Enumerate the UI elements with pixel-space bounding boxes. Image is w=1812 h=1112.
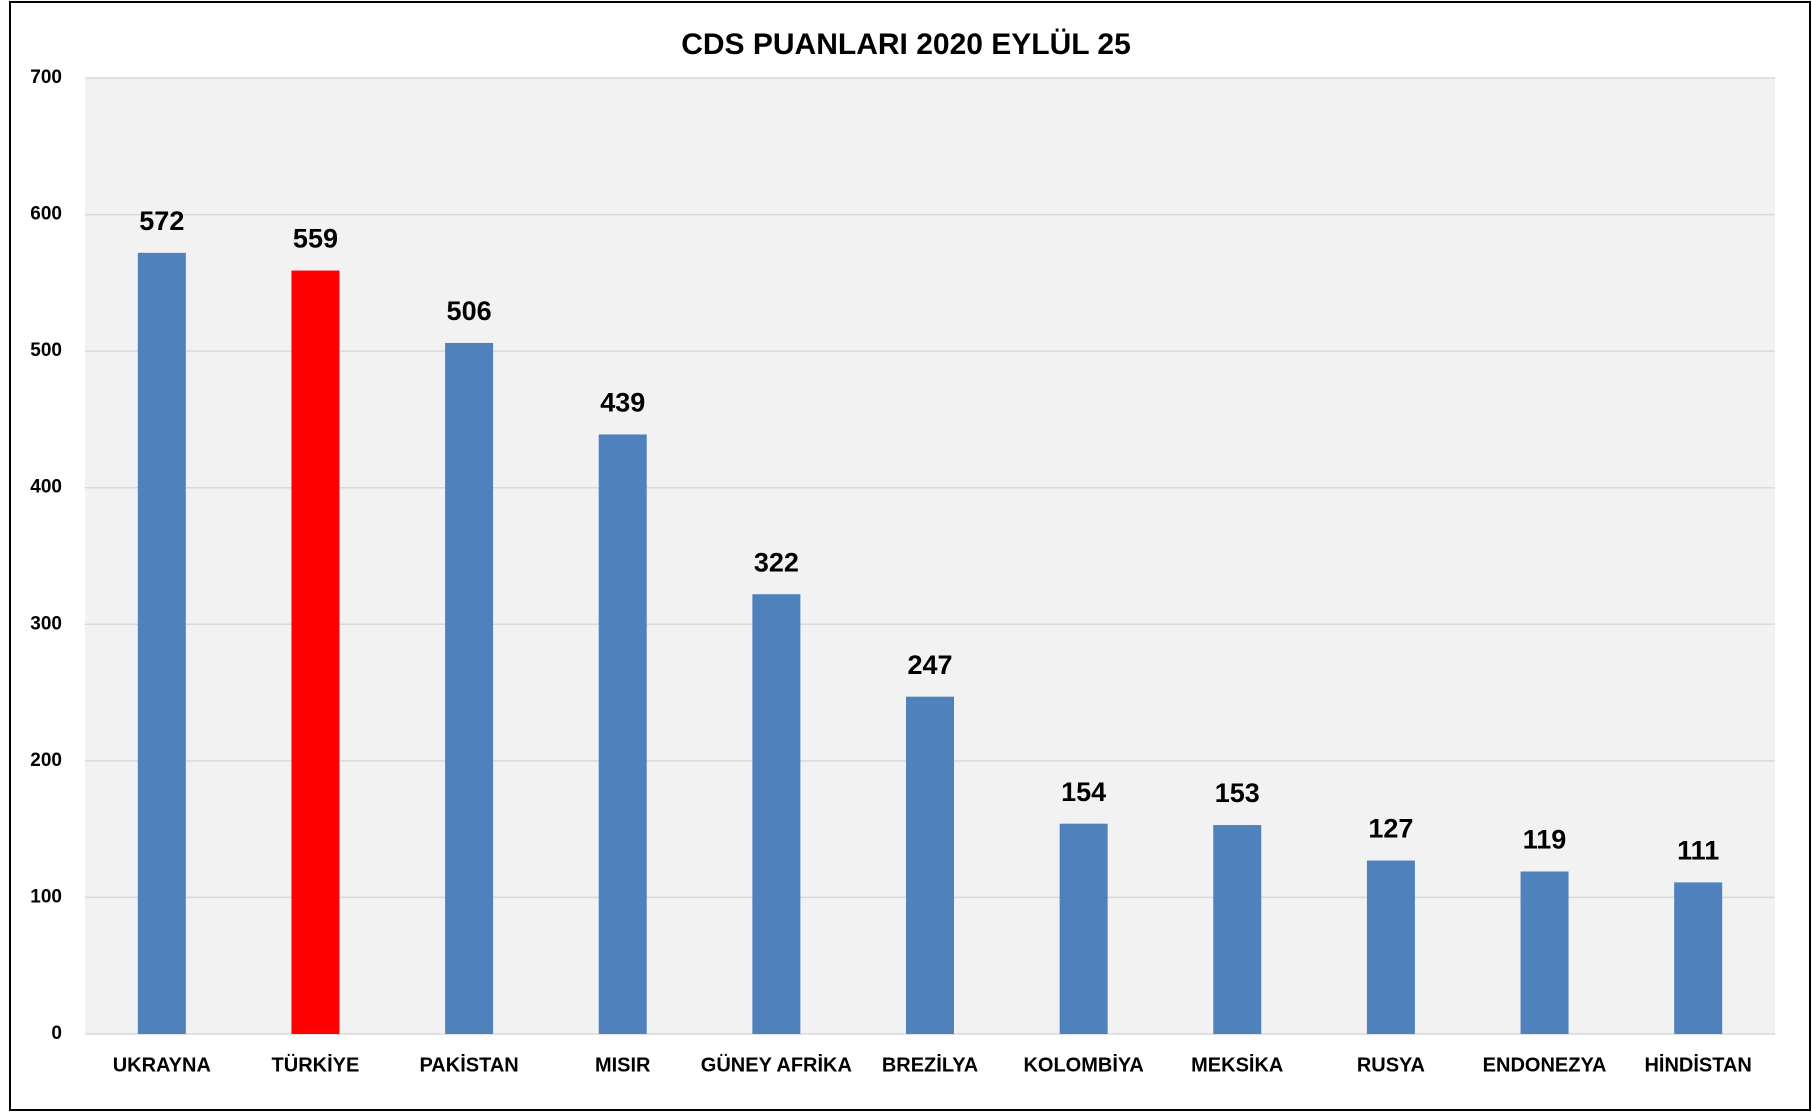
value-label: 154 <box>1061 777 1106 807</box>
chart-title: CDS PUANLARI 2020 EYLÜL 25 <box>681 28 1131 61</box>
bar <box>906 696 954 1034</box>
x-tick-label: KOLOMBİYA <box>1023 1053 1143 1076</box>
value-label: 439 <box>600 388 645 418</box>
x-tick-label: GÜNEY AFRİKA <box>701 1053 852 1076</box>
bar <box>445 342 494 1034</box>
y-tick-label: 700 <box>30 67 62 88</box>
x-tick-label: HİNDİSTAN <box>1644 1053 1751 1076</box>
value-label: 559 <box>293 224 338 254</box>
value-label: 506 <box>447 296 492 326</box>
bar <box>1674 882 1723 1034</box>
value-label: 572 <box>139 206 184 236</box>
value-label: 153 <box>1215 778 1260 808</box>
x-tick-label: RUSYA <box>1357 1054 1425 1076</box>
y-tick-label: 200 <box>30 750 62 771</box>
x-tick-label: MISIR <box>595 1054 651 1076</box>
y-tick-label: 100 <box>30 886 62 907</box>
y-tick-label: 500 <box>30 340 62 361</box>
x-tick-label: BREZİLYA <box>882 1053 978 1076</box>
bar <box>1366 860 1415 1034</box>
value-label: 247 <box>907 650 952 680</box>
bar <box>291 270 340 1035</box>
bar <box>1520 871 1569 1034</box>
value-label: 119 <box>1523 825 1567 855</box>
bar <box>752 594 801 1034</box>
bar <box>598 434 647 1034</box>
x-tick-label: UKRAYNA <box>113 1054 211 1076</box>
bar <box>137 252 186 1035</box>
value-label: 111 <box>1677 836 1719 866</box>
bar <box>1213 825 1262 1034</box>
value-label: 127 <box>1368 814 1413 844</box>
x-tick-label: PAKİSTAN <box>419 1053 518 1076</box>
y-tick-label: 300 <box>30 613 62 634</box>
x-tick-label: MEKSİKA <box>1191 1053 1283 1076</box>
x-tick-label: TÜRKİYE <box>272 1053 360 1076</box>
y-tick-label: 0 <box>51 1023 62 1044</box>
value-label: 322 <box>754 547 799 577</box>
y-tick-label: 600 <box>30 204 62 225</box>
bar <box>1059 823 1108 1034</box>
y-tick-label: 400 <box>30 477 62 498</box>
x-tick-label: ENDONEZYA <box>1483 1054 1607 1076</box>
